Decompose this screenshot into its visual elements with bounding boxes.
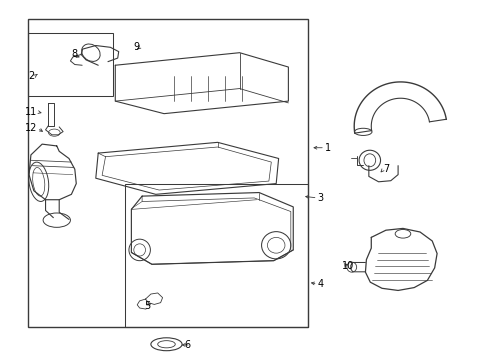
Text: 7: 7 [383,164,389,174]
Text: 8: 8 [71,49,78,59]
Text: 12: 12 [25,123,37,133]
Text: 11: 11 [25,107,37,117]
Bar [27,19,307,327]
Text: 5: 5 [144,301,150,311]
Text: 9: 9 [133,42,140,52]
Text: 4: 4 [317,279,323,289]
Bar [27,33,113,96]
Text: 10: 10 [341,261,353,271]
Text: 6: 6 [184,340,190,350]
Text: 2: 2 [28,71,35,81]
Text: 1: 1 [325,143,330,153]
Bar [125,184,307,327]
Text: 3: 3 [317,193,323,203]
